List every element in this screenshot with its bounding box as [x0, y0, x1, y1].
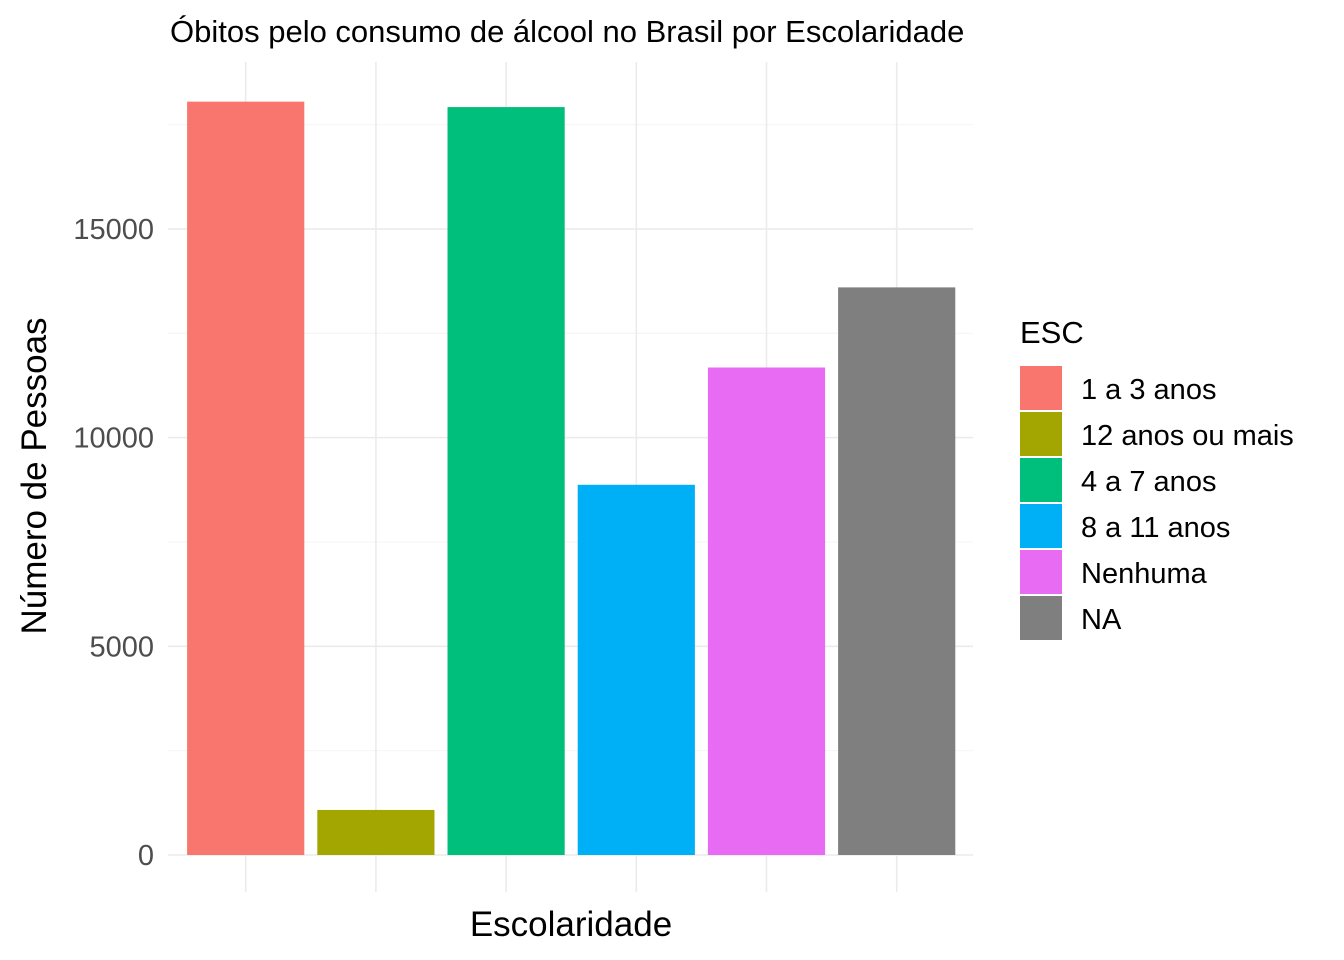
legend-title: ESC	[1020, 315, 1084, 350]
legend-label: 12 anos ou mais	[1081, 420, 1294, 452]
bar-2	[317, 809, 435, 855]
bar-6	[838, 287, 956, 856]
chart-title: Óbitos pelo consumo de álcool no Brasil …	[170, 14, 964, 49]
y-tick-label: 0	[138, 840, 154, 872]
legend-entry: NA	[1020, 596, 1122, 640]
legend-swatch	[1020, 412, 1062, 456]
legend-items: 1 a 3 anos 12 anos ou mais 4 a 7 anos 8 a 1…	[1020, 366, 1294, 640]
y-tick-label: 15000	[73, 214, 154, 246]
y-axis-title: Número de Pessoas	[15, 317, 54, 634]
bars	[187, 101, 956, 856]
legend-label: 1 a 3 anos	[1081, 374, 1216, 406]
legend-entry: 8 a 11 anos	[1020, 504, 1230, 548]
legend-swatch	[1020, 504, 1062, 548]
bar-4	[577, 484, 695, 855]
legend-swatch	[1020, 366, 1062, 410]
legend-label: 4 a 7 anos	[1081, 466, 1216, 498]
bar-1	[187, 101, 305, 855]
legend-entry: 4 a 7 anos	[1020, 458, 1216, 502]
legend-swatch	[1020, 550, 1062, 594]
bar-5	[707, 367, 826, 855]
bar-3	[447, 107, 565, 855]
legend-swatch	[1020, 596, 1062, 640]
legend: ESC 1 a 3 anos 12 anos ou mais 4 a 7 anos 8…	[1020, 315, 1294, 640]
legend-swatch	[1020, 458, 1062, 502]
legend-entry: Nenhuma	[1020, 550, 1208, 594]
x-axis-title: Escolaridade	[470, 905, 672, 944]
y-tick-label: 5000	[89, 631, 154, 663]
legend-entry: 1 a 3 anos	[1020, 366, 1216, 410]
y-tick-label: 10000	[73, 423, 154, 455]
legend-label: Nenhuma	[1081, 558, 1208, 590]
legend-label: NA	[1081, 604, 1122, 636]
y-axis-ticks: 0 5000 10000 15000	[73, 214, 154, 872]
legend-label: 8 a 11 anos	[1081, 512, 1230, 544]
legend-entry: 12 anos ou mais	[1020, 412, 1294, 456]
